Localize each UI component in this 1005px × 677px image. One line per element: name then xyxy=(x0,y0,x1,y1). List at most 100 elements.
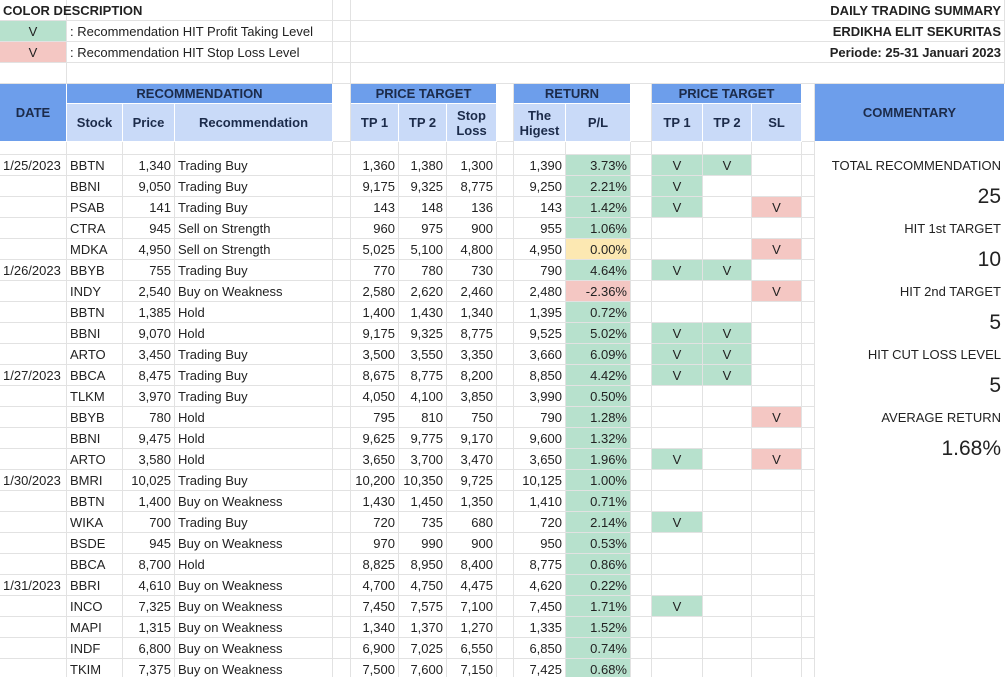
header-stock: Stock xyxy=(67,104,123,142)
cell-tp1: 9,175 xyxy=(351,323,399,344)
empty-cell xyxy=(752,596,802,617)
empty-cell xyxy=(802,386,815,407)
cell-stock: ARTO xyxy=(67,449,123,470)
empty-cell xyxy=(497,239,514,260)
empty-cell xyxy=(752,638,802,659)
empty-cell xyxy=(652,218,703,239)
empty-cell xyxy=(497,260,514,281)
cell-tp2: 2,620 xyxy=(399,281,447,302)
cell-stop-loss: 1,340 xyxy=(447,302,497,323)
empty-cell xyxy=(703,554,752,575)
cell-pl: 0.86% xyxy=(566,554,631,575)
empty-cell xyxy=(802,533,815,554)
cell-price: 2,540 xyxy=(123,281,175,302)
cell-stock: BBNI xyxy=(67,176,123,197)
cell-tp1: 6,900 xyxy=(351,638,399,659)
cell-stock: BBTN xyxy=(67,155,123,176)
cell-price: 3,970 xyxy=(123,386,175,407)
empty-cell xyxy=(631,554,652,575)
empty-cell xyxy=(802,344,815,365)
cell-tp1: 3,500 xyxy=(351,344,399,365)
cell-hit-tp1: V xyxy=(652,344,703,365)
empty-cell xyxy=(0,344,67,365)
empty-cell xyxy=(703,659,752,677)
empty-cell xyxy=(497,407,514,428)
empty-cell xyxy=(703,491,752,512)
cell-tp1: 7,500 xyxy=(351,659,399,677)
cell-highest: 1,390 xyxy=(514,155,566,176)
cell-tp2: 7,575 xyxy=(399,596,447,617)
cell-highest: 7,425 xyxy=(514,659,566,677)
header-tp1: TP 1 xyxy=(351,104,399,142)
cell-tp2: 780 xyxy=(399,260,447,281)
empty-cell xyxy=(631,449,652,470)
empty-cell xyxy=(0,386,67,407)
cell-stop-loss: 750 xyxy=(447,407,497,428)
empty-cell xyxy=(333,197,351,218)
empty-cell xyxy=(652,470,703,491)
cell-stock: TLKM xyxy=(67,386,123,407)
commentary-value: 5 xyxy=(815,302,1005,344)
empty-cell xyxy=(566,142,631,155)
cell-date: 1/27/2023 xyxy=(0,365,67,386)
cell-stop-loss: 730 xyxy=(447,260,497,281)
empty-cell xyxy=(802,176,815,197)
cell-date: 1/30/2023 xyxy=(0,470,67,491)
cell-recommendation: Sell on Strength xyxy=(175,218,333,239)
empty-cell xyxy=(333,63,351,84)
cell-tp2: 9,775 xyxy=(399,428,447,449)
empty-cell xyxy=(752,218,802,239)
header-tp2: TP 2 xyxy=(399,104,447,142)
empty-cell xyxy=(333,281,351,302)
empty-cell xyxy=(0,176,67,197)
empty-cell xyxy=(0,142,67,155)
cell-stock: MAPI xyxy=(67,617,123,638)
empty-cell xyxy=(752,176,802,197)
empty-cell xyxy=(351,63,1005,84)
legend-text: : Recommendation HIT Profit Taking Level xyxy=(67,21,333,42)
commentary-value: 1.68% xyxy=(815,428,1005,470)
cell-highest: 950 xyxy=(514,533,566,554)
empty-cell xyxy=(802,659,815,677)
header-hit-tp1: TP 1 xyxy=(652,104,703,142)
empty-cell xyxy=(399,142,447,155)
empty-cell xyxy=(514,142,566,155)
empty-cell xyxy=(703,575,752,596)
cell-hit-sl: V xyxy=(752,281,802,302)
empty-cell xyxy=(752,512,802,533)
cell-hit-sl: V xyxy=(752,407,802,428)
header-recommendation: Recommendation xyxy=(175,104,333,142)
cell-recommendation: Trading Buy xyxy=(175,470,333,491)
cell-tp1: 770 xyxy=(351,260,399,281)
cell-highest: 1,335 xyxy=(514,617,566,638)
cell-stop-loss: 1,270 xyxy=(447,617,497,638)
empty-cell xyxy=(652,386,703,407)
empty-cell xyxy=(631,344,652,365)
cell-tp2: 1,380 xyxy=(399,155,447,176)
cell-pl: 0.68% xyxy=(566,659,631,677)
cell-pl: 4.64% xyxy=(566,260,631,281)
cell-recommendation: Buy on Weakness xyxy=(175,281,333,302)
empty-cell xyxy=(497,142,514,155)
commentary-label: HIT 2nd TARGET xyxy=(815,281,1005,302)
empty-cell xyxy=(631,470,652,491)
empty-cell xyxy=(497,554,514,575)
empty-cell xyxy=(497,512,514,533)
cell-pl: 5.02% xyxy=(566,323,631,344)
empty-cell xyxy=(802,470,815,491)
empty-cell xyxy=(333,365,351,386)
cell-highest: 3,650 xyxy=(514,449,566,470)
cell-recommendation: Buy on Weakness xyxy=(175,491,333,512)
empty-cell xyxy=(752,491,802,512)
cell-tp2: 810 xyxy=(399,407,447,428)
cell-tp1: 3,650 xyxy=(351,449,399,470)
cell-highest: 790 xyxy=(514,407,566,428)
empty-cell xyxy=(175,142,333,155)
empty-cell xyxy=(631,365,652,386)
cell-recommendation: Trading Buy xyxy=(175,365,333,386)
empty-cell xyxy=(497,323,514,344)
legend-swatch: V xyxy=(0,42,67,63)
empty-cell xyxy=(631,84,652,142)
empty-cell xyxy=(333,470,351,491)
cell-hit-tp1: V xyxy=(652,155,703,176)
